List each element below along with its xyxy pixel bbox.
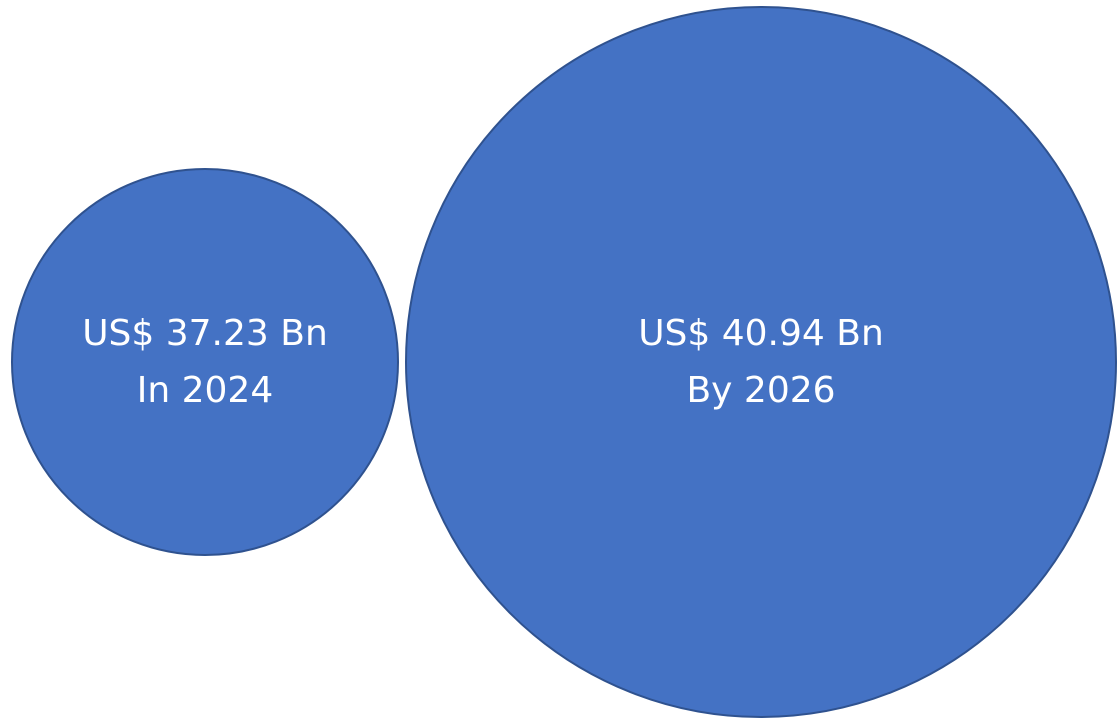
bubble-2026-value-label: US$ 40.94 Bn	[638, 313, 884, 354]
bubble-2026-period-label: By 2026	[686, 370, 835, 411]
bubble-2024-value-label: US$ 37.23 Bn	[82, 313, 328, 354]
bubble-2026	[405, 6, 1117, 718]
bubble-2026-group: US$ 40.94 Bn By 2026	[405, 6, 1117, 718]
bubble-2024-group: US$ 37.23 Bn In 2024	[11, 168, 399, 556]
bubble-2024	[11, 168, 399, 556]
bubble-2024-period-label: In 2024	[137, 370, 274, 411]
